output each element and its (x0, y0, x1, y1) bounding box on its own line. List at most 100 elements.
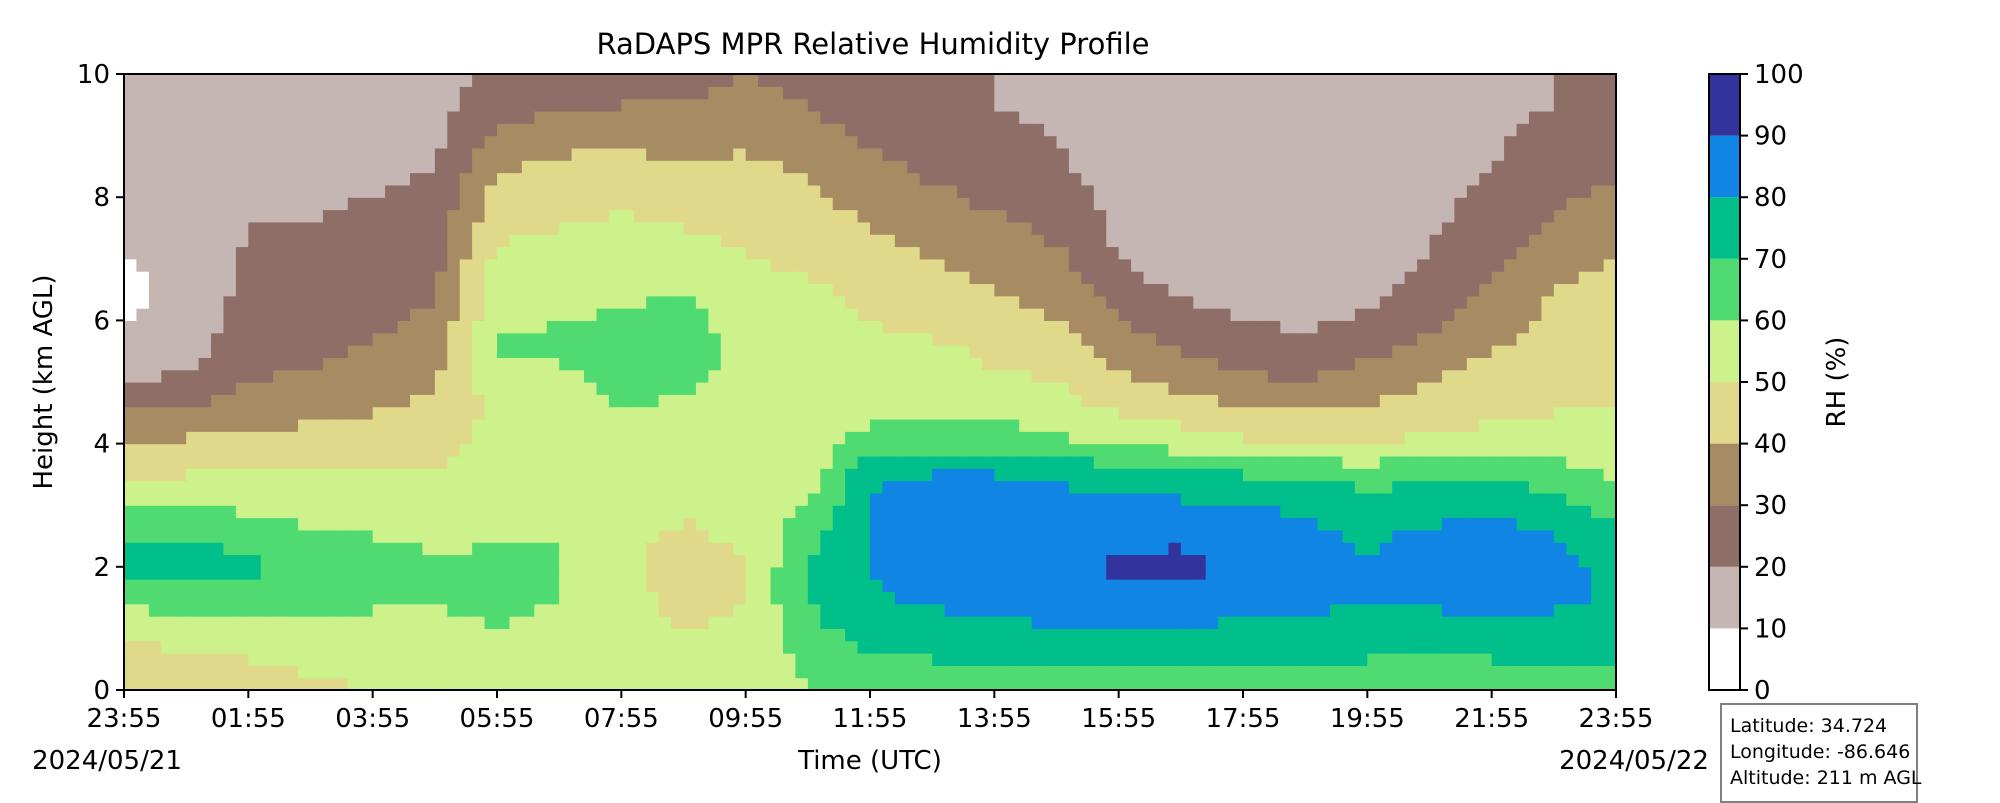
heatmap-cell (1243, 542, 1257, 556)
heatmap-cell (1193, 542, 1207, 556)
heatmap-cell (882, 529, 896, 543)
heatmap-cell (932, 357, 946, 371)
heatmap-cell (397, 234, 411, 248)
heatmap-cell (708, 147, 722, 161)
heatmap-cell (1243, 172, 1257, 186)
heatmap-cell (807, 455, 821, 469)
heatmap-cell (1267, 172, 1281, 186)
heatmap-cell (695, 110, 709, 124)
heatmap-cell (944, 160, 958, 174)
heatmap-cell (273, 98, 287, 112)
heatmap-cell (708, 566, 722, 580)
heatmap-cell (1093, 320, 1107, 334)
heatmap-cell (671, 123, 685, 137)
heatmap-cell (1205, 468, 1219, 482)
heatmap-cell (434, 258, 448, 272)
heatmap-cell (1330, 443, 1344, 457)
heatmap-cell (957, 394, 971, 408)
heatmap-cell (273, 271, 287, 285)
heatmap-cell (633, 369, 647, 383)
heatmap-cell (758, 517, 772, 531)
heatmap-cell (845, 640, 859, 654)
heatmap-cell (1330, 357, 1344, 371)
heatmap-cell (1342, 320, 1356, 334)
heatmap-cell (1118, 603, 1132, 617)
heatmap-cell (944, 382, 958, 395)
heatmap-cell (1180, 234, 1194, 248)
heatmap-cell (1193, 517, 1207, 531)
heatmap-cell (385, 123, 399, 137)
heatmap-cell (1056, 529, 1070, 543)
heatmap-cell (1317, 271, 1331, 285)
heatmap-cell (546, 529, 560, 543)
heatmap-cell (1330, 529, 1344, 543)
heatmap-cell (1342, 369, 1356, 383)
heatmap-cell (1019, 431, 1033, 445)
heatmap-cell (1143, 616, 1157, 629)
heatmap-cell (1081, 443, 1095, 457)
heatmap-cell (1267, 517, 1281, 531)
heatmap-cell (447, 468, 461, 482)
heatmap-cell (857, 616, 871, 629)
heatmap-cell (472, 455, 486, 469)
heatmap-cell (248, 677, 262, 690)
heatmap-cell (845, 505, 859, 519)
heatmap-cell (322, 554, 336, 568)
heatmap-cell (832, 653, 846, 666)
heatmap-cell (596, 345, 610, 358)
heatmap-cell (310, 603, 324, 617)
heatmap-cell (409, 492, 423, 506)
heatmap-cell (1180, 369, 1194, 383)
heatmap-cell (559, 382, 573, 395)
heatmap-cell (173, 246, 187, 260)
heatmap-cell (807, 234, 821, 248)
heatmap-cell (1255, 258, 1269, 272)
heatmap-cell (981, 603, 995, 617)
heatmap-cell (919, 283, 933, 297)
heatmap-cell (1280, 517, 1294, 531)
heatmap-cell (497, 308, 511, 321)
heatmap-cell (857, 110, 871, 124)
heatmap-cell (223, 221, 237, 235)
heatmap-cell (1019, 172, 1033, 186)
heatmap-cell (385, 345, 399, 358)
heatmap-cell (633, 320, 647, 334)
heatmap-cell (335, 653, 349, 666)
heatmap-cell (298, 455, 312, 469)
heatmap-cell (1131, 382, 1145, 395)
heatmap-cell (1081, 234, 1095, 248)
heatmap-cell (832, 184, 846, 198)
heatmap-cell (1205, 258, 1219, 272)
heatmap-cell (409, 135, 423, 149)
heatmap-cell (1255, 603, 1269, 617)
heatmap-cell (596, 665, 610, 679)
heatmap-cell (1330, 160, 1344, 174)
heatmap-cell (298, 172, 312, 186)
heatmap-cell (260, 98, 274, 112)
heatmap-cell (1155, 554, 1169, 568)
heatmap-cell (509, 443, 523, 457)
heatmap-cell (870, 369, 884, 383)
heatmap-cell (285, 640, 299, 654)
heatmap-cell (733, 665, 747, 679)
heatmap-cell (708, 110, 722, 124)
heatmap-cell (1205, 653, 1219, 666)
heatmap-cell (273, 603, 287, 617)
heatmap-cell (758, 628, 772, 642)
heatmap-cell (1006, 345, 1020, 358)
heatmap-cell (782, 98, 796, 112)
heatmap-cell (981, 160, 995, 174)
heatmap-cell (1155, 418, 1169, 432)
heatmap-cell (1118, 160, 1132, 174)
heatmap-cell (546, 271, 560, 285)
heatmap-cell (1354, 394, 1368, 408)
heatmap-cell (335, 345, 349, 358)
heatmap-cell (1068, 283, 1082, 297)
heatmap-cell (795, 197, 809, 211)
heatmap-cell (546, 295, 560, 309)
heatmap-cell (807, 554, 821, 568)
heatmap-cell (1143, 443, 1157, 457)
heatmap-cell (1081, 345, 1095, 358)
heatmap-cell (497, 468, 511, 482)
heatmap-cell (173, 443, 187, 457)
